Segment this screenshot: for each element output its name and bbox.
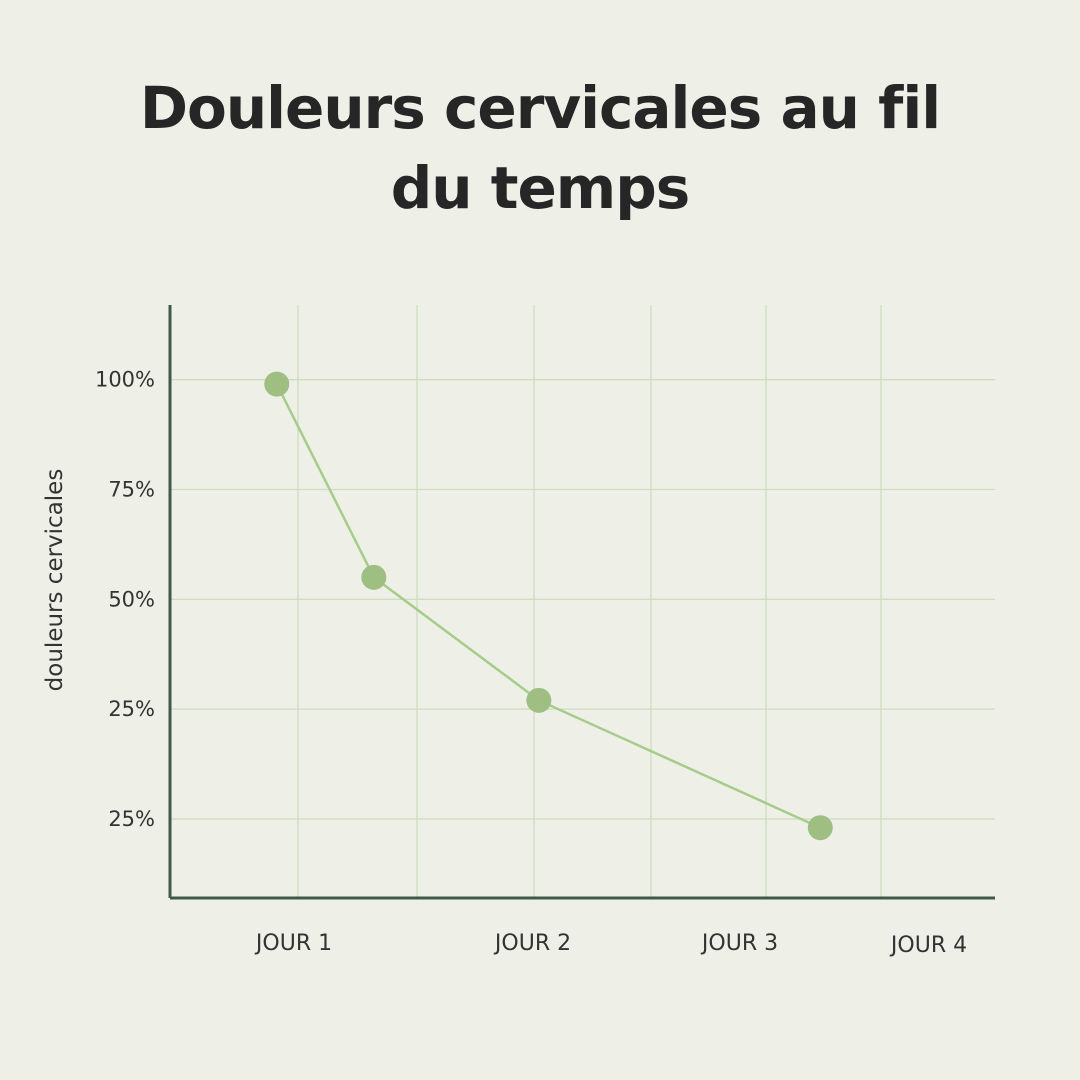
y-tick-label: 50% — [108, 587, 155, 611]
data-point — [361, 564, 387, 590]
data-point — [264, 371, 290, 397]
y-tick-label: 100% — [95, 368, 155, 392]
data-point — [526, 687, 552, 713]
x-tick-label: JOUR 1 — [254, 931, 332, 956]
y-tick-label: 25% — [108, 697, 155, 721]
chart-grid — [170, 305, 995, 898]
chart-axes — [168, 305, 995, 900]
y-tick-label: 25% — [108, 807, 155, 831]
data-point — [807, 815, 833, 841]
y-axis-ticks: 100% 75% 50% 25% 25% — [95, 368, 155, 831]
x-tick-label: JOUR 4 — [889, 933, 967, 958]
x-tick-label: JOUR 2 — [493, 931, 571, 956]
data-series — [264, 371, 833, 841]
chart-title: Douleurs cervicales au fil du temps — [139, 74, 941, 222]
y-axis-title: douleurs cervicales — [42, 469, 68, 692]
series-line — [275, 383, 821, 829]
x-tick-label: JOUR 3 — [700, 931, 778, 956]
x-axis-ticks: JOUR 1 JOUR 2 JOUR 3 JOUR 4 — [254, 931, 967, 958]
y-tick-label: 75% — [108, 477, 155, 501]
